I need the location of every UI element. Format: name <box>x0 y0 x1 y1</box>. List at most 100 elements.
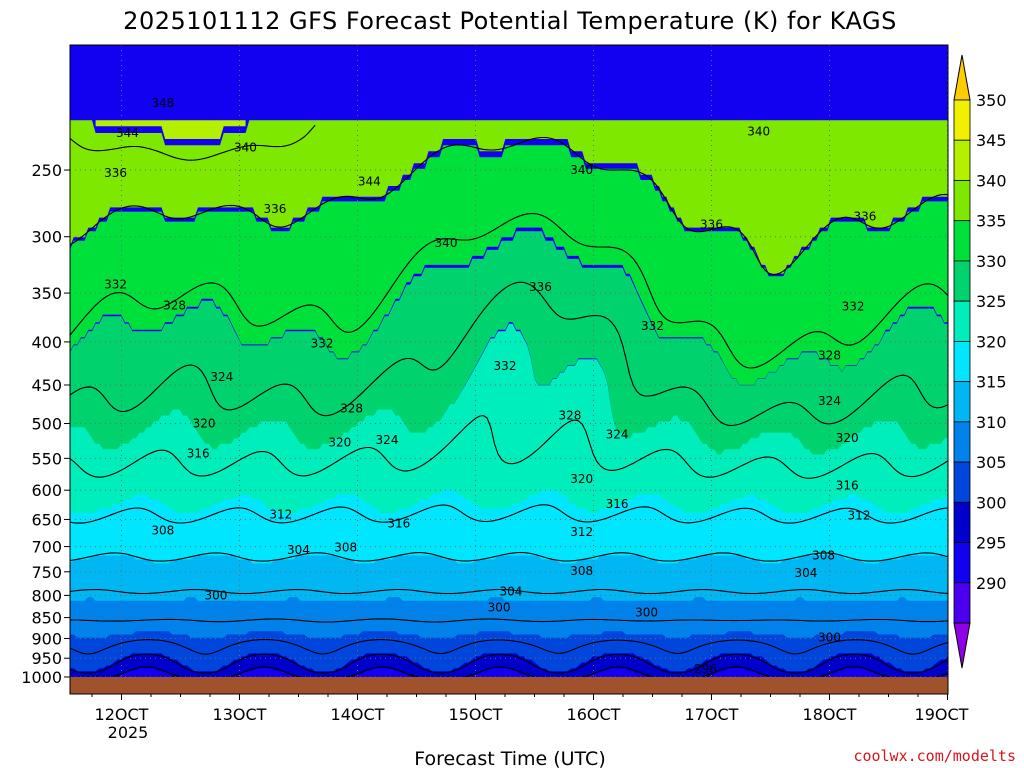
colorbar-label: 320 <box>976 332 1007 351</box>
colorbar-label: 295 <box>976 534 1007 553</box>
colorbar-label: 350 <box>976 91 1007 110</box>
colorbar-label: 310 <box>976 413 1007 432</box>
contour-label: 336 <box>853 210 876 224</box>
y-tick-label: 450 <box>31 376 62 395</box>
plot-area: 348 344 340 336 336 344 340 340 340 336 336 336 332 3… <box>69 44 949 695</box>
x-tick-label: 16OCT <box>567 705 621 724</box>
contour-label: 308 <box>812 548 835 562</box>
contour-line-328 <box>70 415 948 479</box>
colorbar-box <box>953 220 971 262</box>
y-tick-label: 500 <box>31 415 62 434</box>
pressure-axis: 2503003504004505005506006507007508008509… <box>21 161 70 687</box>
contour-label: 340 <box>435 236 458 250</box>
contour-lines <box>70 124 948 678</box>
contour-line-316 <box>70 588 948 595</box>
colorbar-arrow-top <box>953 54 971 101</box>
y-tick-label: 250 <box>31 161 62 180</box>
contour-label: 300 <box>488 601 511 615</box>
shaded-band <box>70 594 948 638</box>
x-axis-title: Forecast Time (UTC) <box>414 748 605 768</box>
contour-label: 328 <box>163 298 186 312</box>
y-tick-label: 350 <box>31 284 62 303</box>
x-axis-year-label: 2025 <box>108 723 149 742</box>
colorbar: 350 345 340 335 330 325 320 315 310 305 300 295 290 <box>953 54 1007 669</box>
colorbar-label: 345 <box>976 131 1007 150</box>
contour-label: 324 <box>818 394 841 408</box>
chart-title: 2025101112 GFS Forecast Potential Temper… <box>123 7 897 35</box>
contour-label: 320 <box>193 417 216 431</box>
contour-label: 320 <box>328 436 351 450</box>
contour-line-336 <box>70 212 948 369</box>
x-tick-label: 18OCT <box>803 705 857 724</box>
contour-label: 332 <box>641 319 664 333</box>
contour-line-340 <box>70 136 948 276</box>
contour-label: 344 <box>358 175 381 189</box>
x-tick-label: 15OCT <box>449 705 503 724</box>
contour-label: 336 <box>700 217 723 231</box>
credit-link[interactable]: coolwx.com/modelts <box>853 747 1016 765</box>
contour-label: 324 <box>606 427 629 441</box>
colorbar-box <box>953 421 971 463</box>
contour-line-332 <box>70 281 948 427</box>
time-axis: 12OCT 13OCT 14OCT 15OCT 16OCT 17OCT 18OCT 19OCT <box>91 694 969 724</box>
contour-label: 340 <box>747 125 770 139</box>
colorbar-box <box>953 300 971 342</box>
colorbar-label: 290 <box>976 574 1007 593</box>
contour-label: 332 <box>311 337 334 351</box>
contour-line-304 <box>70 653 948 674</box>
ground-surface <box>70 677 948 694</box>
contour-label: 308 <box>334 541 357 555</box>
contour-label: 300 <box>204 588 227 602</box>
contour-label: 320 <box>836 431 859 445</box>
colorbar-label: 305 <box>976 453 1007 472</box>
contour-label: 328 <box>818 348 841 362</box>
shaded-band <box>70 628 948 672</box>
contour-line-300 <box>113 666 948 678</box>
y-tick-label: 400 <box>31 333 62 352</box>
contour-label: 304 <box>794 566 817 580</box>
contour-label: 348 <box>151 96 174 110</box>
colorbar-box <box>953 340 971 383</box>
contour-label: 316 <box>387 516 410 530</box>
shaded-band <box>70 231 948 455</box>
colorbar-box <box>953 542 971 584</box>
contour-label: 296 <box>694 662 717 676</box>
shaded-bands <box>70 120 948 678</box>
contour-line-312 <box>70 618 948 623</box>
y-tick-label: 300 <box>31 228 62 247</box>
contour-label: 316 <box>836 478 859 492</box>
shaded-band <box>70 488 948 564</box>
colorbar-box <box>953 461 971 503</box>
y-tick-label: 750 <box>31 563 62 582</box>
colorbar-box <box>953 139 971 181</box>
contour-line-344 <box>70 124 316 161</box>
contour-label: 344 <box>116 126 139 140</box>
contour-label: 320 <box>570 472 593 486</box>
contour-line-308 <box>70 638 948 655</box>
contour-label: 332 <box>494 359 517 373</box>
y-tick-label: 900 <box>31 629 62 648</box>
x-tick-label: 17OCT <box>685 705 739 724</box>
contour-label: 300 <box>818 631 841 645</box>
contour-label: 316 <box>187 447 210 461</box>
contour-label: 340 <box>234 140 257 154</box>
contour-label: 300 <box>635 605 658 619</box>
shaded-band <box>582 665 652 678</box>
contour-label: 312 <box>848 509 871 523</box>
x-tick-label: 12OCT <box>95 705 149 724</box>
contour-label: 336 <box>263 202 286 216</box>
contour-label: 336 <box>104 166 127 180</box>
contour-labels: 348 344 340 336 336 344 340 340 340 336 336 336 332 3… <box>104 96 876 676</box>
contour-label: 316 <box>606 497 629 511</box>
x-tick-label: 19OCT <box>915 705 969 724</box>
contour-label: 312 <box>570 525 593 539</box>
plot-frame <box>69 44 949 695</box>
shaded-band <box>465 665 535 678</box>
colorbar-label: 325 <box>976 292 1007 311</box>
contour-label: 308 <box>570 564 593 578</box>
contour-label: 332 <box>104 278 127 292</box>
colorbar-box <box>953 501 971 543</box>
y-tick-label: 550 <box>31 449 62 468</box>
colorbar-box <box>953 381 971 423</box>
